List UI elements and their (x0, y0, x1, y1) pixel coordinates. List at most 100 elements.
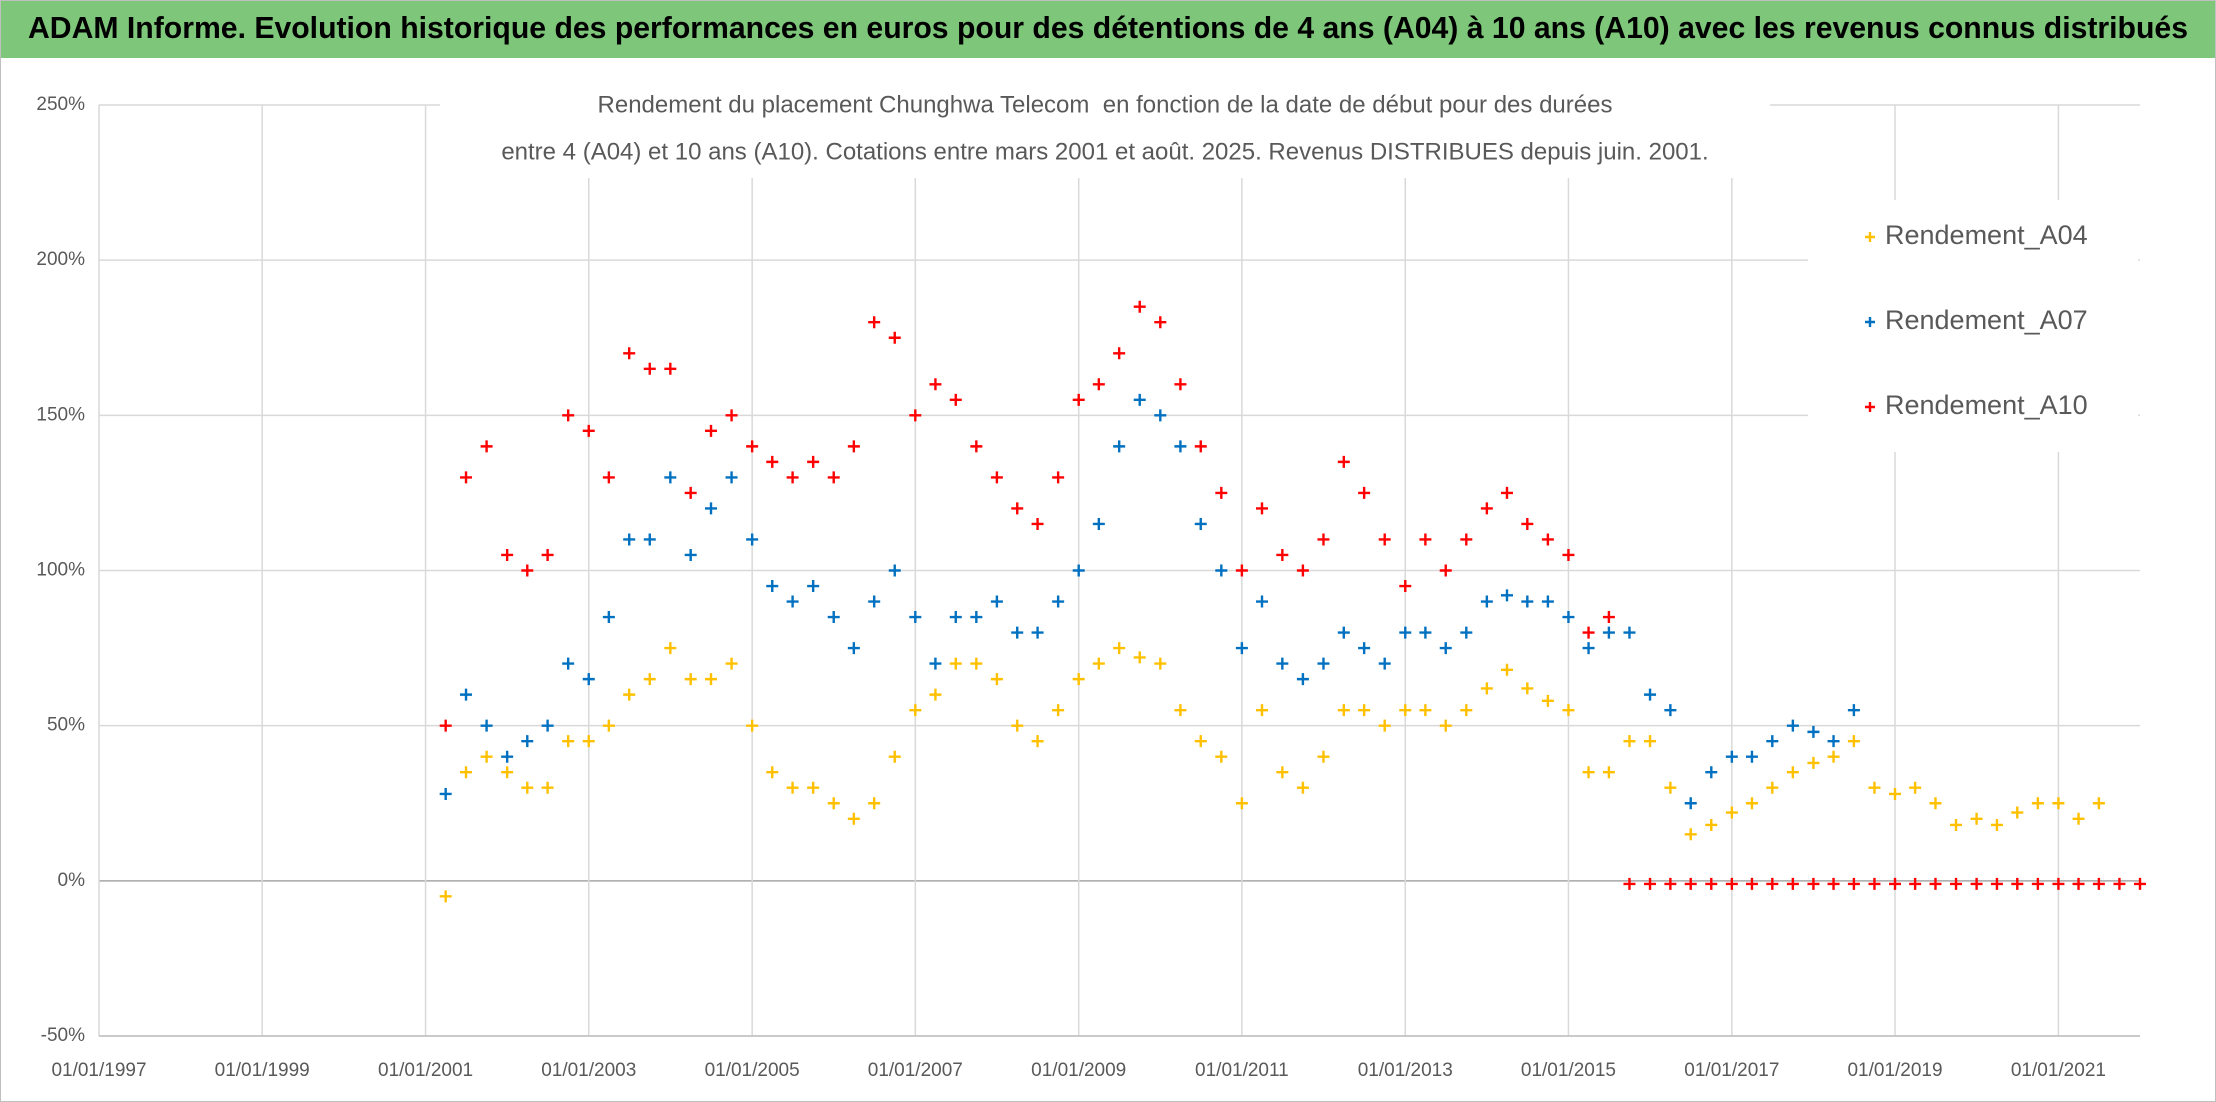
data-point (1929, 797, 1942, 810)
data-point (1052, 595, 1065, 608)
data-point (1154, 316, 1167, 329)
data-point (1235, 642, 1248, 655)
data-point (1113, 440, 1126, 453)
data-point (1500, 663, 1513, 676)
data-point (521, 781, 534, 794)
data-point (1868, 781, 1881, 794)
y-tick-label: 150% (36, 404, 85, 425)
data-point (1337, 704, 1350, 717)
x-tick-label: 01/01/2021 (2011, 1060, 2106, 1081)
data-point (2031, 877, 2044, 890)
data-point (439, 787, 452, 800)
series (439, 393, 1860, 810)
data-point (949, 657, 962, 670)
data-point (2052, 877, 2065, 890)
data-point (643, 533, 656, 546)
data-point (725, 657, 738, 670)
x-tick-label: 01/01/2013 (1358, 1060, 1453, 1081)
data-point (1541, 595, 1554, 608)
legend-label: Rendement_A07 (1885, 305, 2088, 335)
data-point (1194, 735, 1207, 748)
data-point (2113, 877, 2126, 890)
data-point (847, 440, 860, 453)
data-point (1092, 517, 1105, 530)
data-point (2052, 797, 2065, 810)
data-point (990, 595, 1003, 608)
data-point (1419, 626, 1432, 639)
data-point (460, 688, 473, 701)
data-point (643, 362, 656, 375)
data-point (1174, 440, 1187, 453)
legend-label: Rendement_A10 (1885, 390, 2088, 420)
data-point (1378, 657, 1391, 670)
data-point (2011, 877, 2024, 890)
data-point (725, 409, 738, 422)
data-point (1460, 626, 1473, 639)
data-point (786, 471, 799, 484)
data-point (1133, 300, 1146, 313)
data-point (1950, 877, 1963, 890)
data-point (1664, 781, 1677, 794)
data-point (1562, 704, 1575, 717)
data-point (868, 595, 881, 608)
data-point (705, 502, 718, 515)
data-point (1154, 409, 1167, 422)
data-point (1582, 626, 1595, 639)
data-point (1194, 517, 1207, 530)
data-point (1399, 580, 1412, 593)
data-point (1296, 781, 1309, 794)
data-point (1480, 595, 1493, 608)
data-point (1011, 626, 1024, 639)
data-point (439, 719, 452, 732)
data-point (827, 611, 840, 624)
x-tick-label: 01/01/2015 (1521, 1060, 1616, 1081)
x-tick-label: 01/01/2019 (1847, 1060, 1942, 1081)
data-point (1889, 877, 1902, 890)
data-point (1052, 704, 1065, 717)
data-point (705, 424, 718, 437)
data-point (602, 719, 615, 732)
data-point (1092, 657, 1105, 670)
data-point (929, 688, 942, 701)
data-point (1031, 735, 1044, 748)
data-point (541, 548, 554, 561)
x-tick-label: 01/01/2003 (541, 1060, 636, 1081)
data-point (949, 393, 962, 406)
data-point (847, 812, 860, 825)
data-point (1113, 347, 1126, 360)
data-point (1684, 828, 1697, 841)
data-point (1399, 626, 1412, 639)
x-tick-label: 01/01/1997 (51, 1060, 146, 1081)
data-point (1827, 735, 1840, 748)
data-point (2092, 797, 2105, 810)
data-point (1582, 642, 1595, 655)
data-point (1847, 735, 1860, 748)
data-point (501, 766, 514, 779)
x-tick-label: 01/01/2001 (378, 1060, 473, 1081)
chart-subtitle: Rendement du placement Chunghwa Telecom … (598, 91, 1613, 118)
data-point (1500, 589, 1513, 602)
data-point (1399, 704, 1412, 717)
title-banner (0, 0, 2216, 58)
data-point (521, 564, 534, 577)
data-point (1602, 766, 1615, 779)
data-point (949, 611, 962, 624)
data-point (684, 486, 697, 499)
data-point (766, 580, 779, 593)
chart-subtitle: entre 4 (A04) et 10 ans (A10). Cotations… (501, 138, 1708, 165)
data-point (1807, 756, 1820, 769)
data-point (1807, 725, 1820, 738)
data-point (1562, 548, 1575, 561)
data-point (1786, 719, 1799, 732)
data-point (1092, 378, 1105, 391)
data-point (970, 611, 983, 624)
data-point (1052, 471, 1065, 484)
data-point (1786, 877, 1799, 890)
data-point (1623, 626, 1636, 639)
data-point (970, 657, 983, 670)
x-tick-label: 01/01/1999 (215, 1060, 310, 1081)
data-point (1358, 642, 1371, 655)
data-point (541, 719, 554, 732)
data-point (664, 471, 677, 484)
data-point (1766, 877, 1779, 890)
